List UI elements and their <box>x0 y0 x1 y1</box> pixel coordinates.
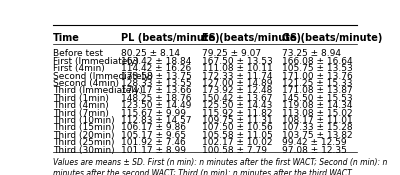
Text: Third (1min): Third (1min) <box>53 94 109 103</box>
Text: 80.25 ± 8.14: 80.25 ± 8.14 <box>121 49 180 58</box>
Text: 105.17 ± 9.65: 105.17 ± 9.65 <box>121 131 186 140</box>
Text: 106.17 ± 9.86: 106.17 ± 9.86 <box>121 123 186 132</box>
Text: Third (20min): Third (20min) <box>53 131 114 140</box>
Text: Third (30min): Third (30min) <box>53 146 115 155</box>
Text: 163.42 ± 18.84: 163.42 ± 18.84 <box>121 57 192 66</box>
Text: 112.83 ± 14.57: 112.83 ± 14.57 <box>121 116 192 125</box>
Text: 108.17 ± 11.01: 108.17 ± 11.01 <box>282 116 353 125</box>
Text: 103.75 ± 13.82: 103.75 ± 13.82 <box>282 131 353 140</box>
Text: 105.58 ± 11.05: 105.58 ± 11.05 <box>202 131 273 140</box>
Text: 114.42 ± 16.26: 114.42 ± 16.26 <box>121 64 192 73</box>
Text: 109.75 ± 11.31: 109.75 ± 11.31 <box>202 116 273 125</box>
Text: 174.17 ± 13.66: 174.17 ± 13.66 <box>121 86 192 95</box>
Text: Before test: Before test <box>53 49 103 58</box>
Text: 115.67 ± 9.99: 115.67 ± 9.99 <box>121 108 186 118</box>
Text: PL (beats/minute): PL (beats/minute) <box>121 33 220 43</box>
Text: 125.50 ± 14.43: 125.50 ± 14.43 <box>202 101 272 110</box>
Text: 145.50 ± 15.53: 145.50 ± 15.53 <box>282 94 353 103</box>
Text: Third (Immediately): Third (Immediately) <box>53 86 143 95</box>
Text: 111.08 ± 10.11: 111.08 ± 10.11 <box>202 64 273 73</box>
Text: 148.25 ± 18.76: 148.25 ± 18.76 <box>121 94 192 103</box>
Text: 172.33 ± 11.74: 172.33 ± 11.74 <box>202 72 272 80</box>
Text: 150.42 ± 13.67: 150.42 ± 13.67 <box>202 94 272 103</box>
Text: 167.50 ± 13.53: 167.50 ± 13.53 <box>202 57 273 66</box>
Text: 173.92 ± 12.48: 173.92 ± 12.48 <box>202 86 272 95</box>
Text: Third (4min): Third (4min) <box>53 101 109 110</box>
Text: 99.42 ± 12.59: 99.42 ± 12.59 <box>282 138 347 147</box>
Text: Third (25min): Third (25min) <box>53 138 114 147</box>
Text: Values are means ± SD. First (n min): n minutes after the first WACT; Second (n : Values are means ± SD. First (n min): n … <box>53 158 388 175</box>
Text: First (Immediately): First (Immediately) <box>53 57 139 66</box>
Text: 173.58 ± 13.75: 173.58 ± 13.75 <box>121 72 192 80</box>
Text: 107.33 ± 15.28: 107.33 ± 15.28 <box>282 123 353 132</box>
Text: 100.58 ± 7.79: 100.58 ± 7.79 <box>202 146 267 155</box>
Text: Third (15min): Third (15min) <box>53 123 115 132</box>
Text: Third (10min): Third (10min) <box>53 116 115 125</box>
Text: 166.08 ± 16.64: 166.08 ± 16.64 <box>282 57 353 66</box>
Text: 171.08 ± 13.87: 171.08 ± 13.87 <box>282 86 353 95</box>
Text: 101.17 ± 8.99: 101.17 ± 8.99 <box>121 146 186 155</box>
Text: 128.33 ± 13.55: 128.33 ± 13.55 <box>121 79 192 88</box>
Text: Second (Immediately): Second (Immediately) <box>53 72 153 80</box>
Text: 171.00 ± 13.76: 171.00 ± 13.76 <box>282 72 353 80</box>
Text: 115.92 ± 11.82: 115.92 ± 11.82 <box>202 108 272 118</box>
Text: First (4min): First (4min) <box>53 64 105 73</box>
Text: 119.08 ± 14.34: 119.08 ± 14.34 <box>282 101 353 110</box>
Text: 123.50 ± 14.49: 123.50 ± 14.49 <box>121 101 192 110</box>
Text: 79.25 ± 9.07: 79.25 ± 9.07 <box>202 49 261 58</box>
Text: 73.25 ± 8.94: 73.25 ± 8.94 <box>282 49 342 58</box>
Text: 97.08 ± 12.35: 97.08 ± 12.35 <box>282 146 347 155</box>
Text: 102.17 ± 10.02: 102.17 ± 10.02 <box>202 138 272 147</box>
Text: Second (4min): Second (4min) <box>53 79 119 88</box>
Text: 113.08 ± 15.02: 113.08 ± 15.02 <box>282 108 353 118</box>
Text: Third (7min): Third (7min) <box>53 108 109 118</box>
Text: 105.75 ± 13.53: 105.75 ± 13.53 <box>282 64 353 73</box>
Text: 127.00 ± 14.89: 127.00 ± 14.89 <box>202 79 272 88</box>
Text: ES (beats/minute): ES (beats/minute) <box>202 33 301 43</box>
Text: 101.92 ± 7.46: 101.92 ± 7.46 <box>121 138 186 147</box>
Text: Time: Time <box>53 33 80 43</box>
Text: GS (beats/minute): GS (beats/minute) <box>282 33 383 43</box>
Text: 121.25 ± 15.33: 121.25 ± 15.33 <box>282 79 353 88</box>
Text: 107.50 ± 10.56: 107.50 ± 10.56 <box>202 123 273 132</box>
